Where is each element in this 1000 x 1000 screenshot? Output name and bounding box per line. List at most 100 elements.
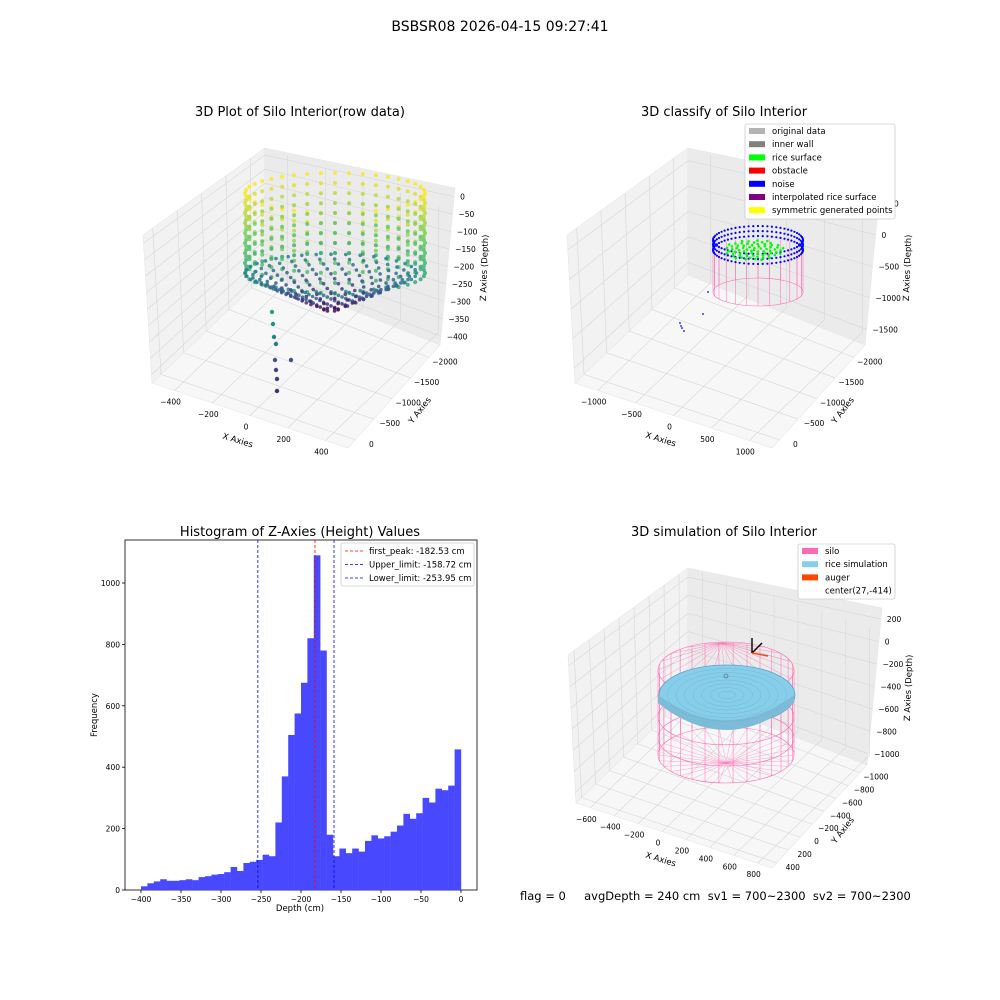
raw-point <box>405 242 410 247</box>
raw-point <box>311 287 316 292</box>
histogram-plot: Histogram of Z-Axies (Height) Values −40… <box>90 525 478 914</box>
raw-point <box>255 261 259 266</box>
legend-frame <box>340 542 475 587</box>
rice-surface-point <box>763 244 767 248</box>
noise-point <box>720 252 723 255</box>
x-tick-label: 0 <box>244 423 249 432</box>
rice-surface-point <box>738 254 741 257</box>
silo-roof-wire <box>670 642 723 654</box>
rice-surface-point <box>744 258 747 261</box>
raw-point <box>421 214 426 219</box>
y-gridline <box>665 716 849 786</box>
silo-wire <box>670 762 727 772</box>
histogram-bar <box>352 848 359 890</box>
raw-point <box>286 254 291 259</box>
raw-point <box>269 236 274 241</box>
rice-surface-point <box>773 248 777 251</box>
legend-swatch <box>749 167 765 174</box>
raw-point <box>272 284 276 289</box>
raw-point <box>329 291 333 296</box>
raw-point <box>351 292 355 297</box>
x-tick-label: 0 <box>656 839 661 848</box>
raw-point <box>292 233 297 238</box>
histogram-bar <box>313 555 321 890</box>
raw-point <box>373 208 378 213</box>
raw-point <box>305 182 310 186</box>
raw-point <box>292 238 297 243</box>
raw-point <box>260 209 265 214</box>
raw-point <box>421 257 426 262</box>
y-gridline <box>251 287 430 358</box>
raw-point <box>260 202 265 207</box>
rice-surface-point <box>761 256 765 260</box>
noise-point <box>743 252 746 255</box>
raw-point <box>332 309 337 313</box>
raw-point <box>423 211 427 215</box>
raw-point <box>421 237 426 242</box>
z-tick-label: −150 <box>455 245 476 254</box>
raw-point <box>340 267 344 271</box>
raw-point <box>259 266 264 271</box>
noise-point <box>790 253 793 256</box>
raw-point <box>244 234 249 239</box>
noise-point <box>783 260 786 263</box>
noise-point <box>707 291 709 293</box>
noise-point <box>738 231 741 234</box>
noise-point <box>723 229 726 232</box>
silo-roof-wire <box>721 642 795 671</box>
raw-point <box>304 294 309 299</box>
raw-point <box>350 301 355 305</box>
raw-point <box>347 221 352 226</box>
noise-point <box>717 231 721 235</box>
histogram-bar <box>141 886 148 890</box>
noise-point <box>798 249 801 252</box>
legend-frame <box>744 123 896 220</box>
raw-point <box>293 264 298 268</box>
raw-point <box>309 302 313 307</box>
raw-point <box>318 241 323 246</box>
raw-point <box>271 268 276 273</box>
noise-point <box>730 260 733 263</box>
rice-surface-point <box>750 249 753 253</box>
noise-point <box>756 224 760 228</box>
raw-point <box>296 285 301 289</box>
raw-point <box>385 234 390 239</box>
rice-surface-point <box>756 255 759 259</box>
raw-point <box>421 267 426 272</box>
raw-point <box>333 241 337 245</box>
raw-point <box>252 181 257 186</box>
noise-point <box>799 248 802 251</box>
raw-point <box>373 193 378 198</box>
silo-roof-wire <box>721 642 791 679</box>
noise-point <box>790 229 793 232</box>
raw-point <box>259 281 264 285</box>
raw-point <box>244 214 249 219</box>
y-tick-label: −1000 <box>395 399 421 408</box>
y-tick-label: 0 <box>814 837 819 846</box>
noise-point <box>775 231 778 234</box>
raw-point <box>292 248 297 253</box>
raw-point <box>360 222 365 226</box>
classify-z-axis-label: Z Axies (Depth) <box>902 234 914 301</box>
noise-point <box>730 237 733 240</box>
silo-wire <box>725 734 772 764</box>
raw-point <box>269 186 274 191</box>
y-tick-label: −2000 <box>857 357 883 366</box>
raw-point <box>405 222 410 227</box>
z-gridline <box>143 154 266 244</box>
silo-wire <box>725 760 793 764</box>
raw-point <box>305 212 310 216</box>
histogram-bar <box>326 834 334 890</box>
silo-wire <box>663 743 727 764</box>
raw-point <box>421 187 426 192</box>
z-gridline <box>567 160 689 251</box>
raw-point <box>333 191 337 195</box>
silo-wire <box>663 762 727 767</box>
noise-point <box>717 236 721 240</box>
raw-point <box>274 287 278 292</box>
raw-point <box>358 253 363 258</box>
legend-label: Lower_limit: -253.95 cm <box>369 574 471 584</box>
raw-point <box>403 261 407 266</box>
histogram-bar <box>179 880 186 890</box>
x-tick-label: −1000 <box>581 398 607 407</box>
